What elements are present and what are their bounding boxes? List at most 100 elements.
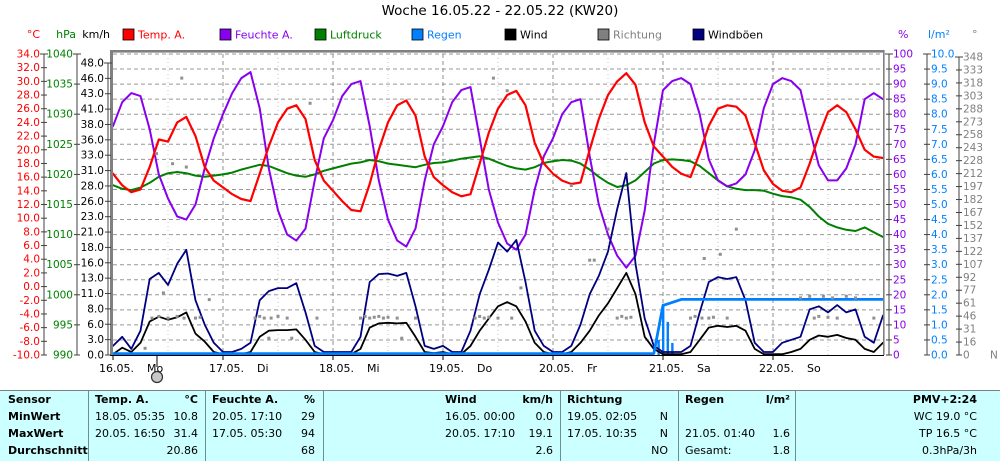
tick-label-direction_deg: 258 <box>963 129 983 141</box>
direction-marker <box>262 316 266 320</box>
legend-label: Luftdruck <box>330 29 382 42</box>
table-cell-time: 16.05. 00:00 <box>445 410 516 423</box>
legend-label: Richtung <box>613 29 662 42</box>
direction-marker <box>624 316 628 320</box>
tick-label-humidity_pct: 70 <box>893 139 906 151</box>
table-row-label: MinWert <box>8 410 61 423</box>
tick-label-humidity_pct: 85 <box>893 94 906 106</box>
tick-label-temp_c: 16.0 <box>17 172 40 184</box>
tick-label-rain_lm2: 8.0 <box>931 109 948 121</box>
tick-label-direction_deg: 303 <box>963 90 983 102</box>
tick-label-temp_c: 24.0 <box>17 117 40 129</box>
legend-swatch <box>411 28 424 41</box>
tick-label-humidity_pct: 95 <box>893 64 906 76</box>
tick-label-humidity_pct: 65 <box>893 154 906 166</box>
table-cell-value: NO <box>651 444 668 457</box>
axis-caption-kmh: km/h <box>82 28 110 41</box>
tick-label-wind_kmh: 36.0 <box>81 134 104 146</box>
tick-label-wind_kmh: 28.0 <box>81 180 104 192</box>
day-label-date: 17.05. <box>209 362 244 375</box>
direction-marker <box>854 296 857 300</box>
day-label-date: 22.05. <box>759 362 794 375</box>
north-label: N <box>990 350 998 362</box>
tick-label-humidity_pct: 100 <box>893 49 913 61</box>
legend-item-feuchte-a-[interactable]: Feuchte A. <box>219 29 293 42</box>
direction-marker <box>615 316 619 320</box>
tick-label-temp_c: -2.0 <box>20 295 41 307</box>
table-cell-time: 19.05. 02:05 <box>567 410 638 423</box>
tick-label-wind_kmh: 6.0 <box>87 319 104 331</box>
tick-label-humidity_pct: 35 <box>893 244 906 256</box>
table-column-header: Wind <box>445 393 477 406</box>
legend-item-richtung[interactable]: Richtung <box>597 29 662 42</box>
direction-marker <box>831 296 835 300</box>
direction-marker <box>620 314 624 318</box>
tick-label-wind_kmh: 23.0 <box>81 211 104 223</box>
tick-label-temp_c: 18.0 <box>17 158 40 170</box>
table-column-header: Temp. A. <box>95 393 149 406</box>
direction-marker <box>473 316 477 320</box>
tick-label-humidity_pct: 10 <box>893 319 906 331</box>
table-cell-time: Gesamt: <box>685 444 732 457</box>
tick-label-rain_lm2: 7.0 <box>931 139 948 151</box>
day-label-dow: Sa <box>697 362 711 375</box>
tick-label-rain_lm2: 0.0 <box>931 350 948 362</box>
tick-label-rain_lm2: 1.0 <box>931 319 948 331</box>
tick-label-rain_lm2: 0.5 <box>931 334 948 346</box>
legend-label: Regen <box>427 29 462 42</box>
direction-marker <box>161 291 165 295</box>
tick-label-direction_deg: 152 <box>963 220 983 232</box>
table-cell-value: N <box>659 427 668 440</box>
legend-item-temp-a-[interactable]: Temp. A. <box>122 29 185 42</box>
tick-label-temp_c: 34.0 <box>17 49 40 61</box>
tick-label-humidity_pct: 90 <box>893 79 906 91</box>
table-column-unit: % <box>303 393 315 406</box>
direction-marker <box>377 314 381 318</box>
tick-label-temp_c: 12.0 <box>17 199 40 211</box>
tick-label-temp_c: 30.0 <box>17 76 40 88</box>
table-row-label: Durchschnitt <box>8 444 88 457</box>
direction-marker <box>269 316 273 320</box>
tick-label-temp_c: 26.0 <box>17 103 40 115</box>
table-separator <box>678 391 679 461</box>
tick-label-pressure_hpa: 995 <box>53 319 73 331</box>
direction-marker <box>315 316 319 320</box>
legend-item-regen[interactable]: Regen <box>411 28 462 42</box>
direction-marker <box>182 316 186 320</box>
summary-table: Sensor MinWert MaxWert Durchschnitt Temp. A.… <box>0 390 1000 461</box>
table-row-label: Sensor <box>8 393 51 406</box>
direction-marker <box>496 316 500 320</box>
direction-marker <box>711 315 715 319</box>
tick-label-rain_lm2: 6.0 <box>931 169 948 181</box>
tick-label-pressure_hpa: 1005 <box>46 259 73 271</box>
series-line-temp-a- <box>111 72 885 213</box>
tick-label-wind_kmh: 18.0 <box>81 242 104 254</box>
tick-label-direction_deg: 92 <box>963 272 976 284</box>
weather-chart: 16.05. Mo 17.05. Di 18.05. Mi 19.05. Do 20.05. Fr… <box>13 28 998 384</box>
direction-marker <box>267 336 271 340</box>
day-label-dow: Do <box>477 362 492 375</box>
table-cell-value: 29 <box>301 410 315 423</box>
plot-frame-top <box>110 50 884 53</box>
legend-item-windb-en[interactable]: Windböen <box>692 29 763 42</box>
tick-label-wind_kmh: 26.0 <box>81 196 104 208</box>
legend-item-wind[interactable]: Wind <box>504 29 548 42</box>
direction-marker <box>519 286 523 290</box>
direction-marker <box>478 314 482 318</box>
direction-marker <box>395 316 399 320</box>
rain-bar <box>657 339 660 355</box>
tick-label-humidity_pct: 30 <box>893 259 906 271</box>
direction-marker <box>808 294 812 298</box>
table-cell-value: 20.86 <box>166 444 199 457</box>
table-column-unit: km/h <box>522 393 553 406</box>
tick-label-temp_c: 4.0 <box>23 254 40 266</box>
legend-item-luftdruck[interactable]: Luftdruck <box>314 28 382 42</box>
direction-marker <box>372 315 376 319</box>
tick-label-wind_kmh: 8.0 <box>87 303 104 315</box>
tick-label-rain_lm2: 4.5 <box>931 214 948 226</box>
position-slider-handle[interactable] <box>150 370 164 384</box>
plot-frame-left <box>110 50 113 355</box>
table-cell-value: N <box>659 410 668 423</box>
legend-swatch <box>314 28 327 41</box>
tick-label-humidity_pct: 15 <box>893 304 906 316</box>
